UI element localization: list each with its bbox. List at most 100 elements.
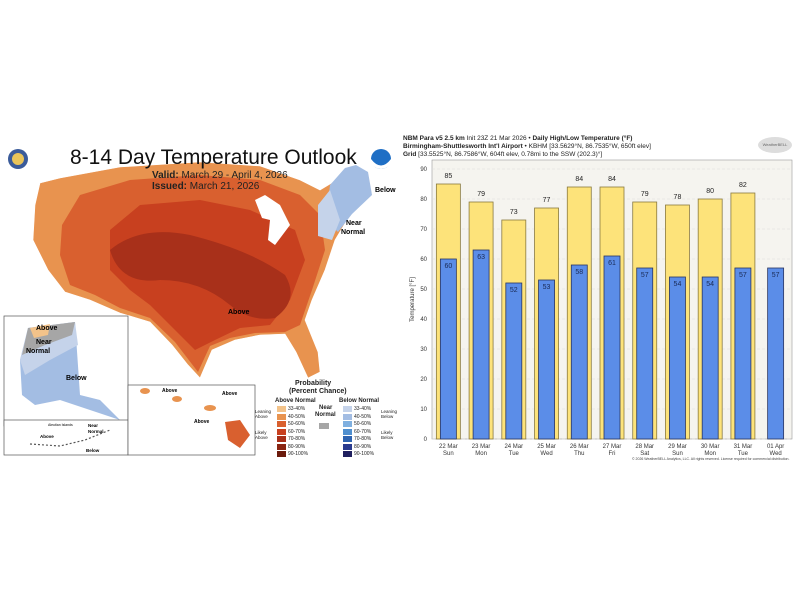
chart-header: NBM Para v5 2.5 km Init 23Z 21 Mar 2026 …: [403, 135, 651, 158]
hi-label-above-3: Above: [194, 419, 210, 425]
temperature-bar-chart: 0 10 20 30 40 50 60 70 80 90 Temperature [°F] 85 60 2…: [410, 159, 793, 457]
high-temp-label: 84: [608, 176, 616, 183]
low-temp-bar: [603, 255, 621, 440]
legend-range-below: 90-100%: [354, 451, 375, 457]
label-below: Below: [375, 187, 396, 194]
x-tick-date: 25 Mar: [537, 444, 556, 450]
y-tick-label: 30: [420, 347, 427, 353]
y-tick-label: 10: [420, 407, 427, 413]
low-temp-label: 60: [444, 263, 452, 270]
legend-swatch-below: [343, 451, 352, 457]
x-tick-weekday: Sun: [443, 451, 454, 457]
y-tick-label: 90: [420, 167, 427, 173]
copyright: © 2026 WeatherBELL Analytics, LLC. All r…: [632, 457, 790, 461]
legend-range-below: 70-80%: [354, 436, 372, 442]
low-temp-bar: [472, 249, 490, 440]
legend-swatch-below: [343, 413, 352, 420]
x-tick-date: 22 Mar: [439, 444, 458, 450]
legend-range-above: 50-60%: [288, 421, 306, 427]
hi-label-above-2: Above: [222, 391, 238, 397]
low-temp-bar: [636, 267, 654, 440]
low-temp-label: 57: [641, 272, 649, 279]
legend-near-2: Normal: [315, 412, 336, 418]
x-tick-weekday: Tue: [738, 451, 749, 457]
y-tick-label: 80: [420, 197, 427, 203]
high-temp-label: 85: [444, 173, 452, 180]
y-tick-label: 60: [420, 257, 427, 263]
valid-dates: Valid: March 29 - April 4, 2026: [152, 170, 288, 181]
aleutian-label: Aleutian Islands: [48, 423, 73, 427]
legend-swatch-above: [277, 406, 286, 412]
x-tick-weekday: Thu: [574, 451, 584, 457]
legend-range-above: 60-70%: [288, 428, 306, 435]
legend-range-above: 33-40%: [288, 406, 306, 412]
ak-label-normal: Normal: [26, 348, 50, 355]
x-tick-weekday: Sat: [640, 451, 649, 457]
noaa-logo: [371, 149, 391, 169]
x-tick-weekday: Tue: [509, 451, 520, 457]
al-label-above: Above: [40, 434, 54, 439]
legend-swatch-below: [343, 428, 352, 435]
high-temp-label: 80: [706, 188, 714, 195]
legend-swatch-above: [277, 451, 286, 457]
x-tick-weekday: Sun: [672, 451, 683, 457]
hi-label-above-1: Above: [162, 388, 178, 394]
x-tick-date: 29 Mar: [668, 444, 687, 450]
weatherbell-logo: WeatherBELL: [758, 137, 792, 153]
low-temp-label: 63: [477, 254, 485, 261]
legend-swatch-above: [277, 443, 286, 450]
x-tick-weekday: Fri: [609, 451, 616, 457]
x-tick-date: 26 Mar: [570, 444, 589, 450]
low-temp-bar: [701, 276, 719, 440]
x-tick-date: 28 Mar: [635, 444, 654, 450]
legend-likely-below: Likely Below: [381, 430, 394, 440]
legend-range-below: 60-70%: [354, 428, 372, 435]
y-tick-label: 70: [420, 227, 427, 233]
x-tick-date: 30 Mar: [701, 444, 720, 450]
x-tick-date: 01 Apr: [767, 444, 784, 450]
low-temp-bar: [505, 282, 523, 440]
x-tick-weekday: Wed: [540, 451, 552, 457]
legend-swatch-below: [343, 406, 352, 412]
x-tick-date: 31 Mar: [734, 444, 753, 450]
x-tick-weekday: Wed: [770, 451, 782, 457]
probability-legend: Probability (Percent Chance) Above Normal B…: [255, 380, 400, 460]
al-label-near: Near: [88, 423, 98, 428]
legend-swatch-above: [277, 436, 286, 442]
x-tick-date: 24 Mar: [504, 444, 523, 450]
x-tick-weekday: Mon: [475, 451, 487, 457]
legend-likely-above: Likely Above: [255, 430, 268, 440]
high-temp-label: 78: [674, 194, 682, 201]
legend-swatch-below: [343, 436, 352, 442]
low-temp-label: 52: [510, 287, 518, 294]
issued-date: Issued: March 21, 2026: [152, 181, 260, 192]
low-temp-label: 57: [739, 272, 747, 279]
y-tick-label: 0: [424, 437, 428, 443]
legend-near-1: Near: [319, 405, 333, 411]
low-temp-bar: [439, 258, 457, 440]
legend-subtitle: (Percent Chance): [289, 388, 347, 395]
x-tick-date: 23 Mar: [472, 444, 491, 450]
low-temp-bar: [570, 264, 588, 440]
label-above: Above: [228, 309, 250, 316]
legend-swatch-below: [343, 421, 352, 427]
doc-seal-logo: [8, 149, 28, 169]
alaska-inset: Above Near Normal Below Aleutian Islands…: [3, 315, 129, 456]
y-axis-label: Temperature [°F]: [410, 277, 416, 322]
y-tick-label: 20: [420, 377, 427, 383]
low-temp-label: 58: [575, 269, 583, 276]
label-near-2: Normal: [341, 229, 365, 236]
al-label-normal: Normal: [88, 429, 104, 434]
high-temp-label: 84: [575, 176, 583, 183]
legend-below-header: Below Normal: [339, 398, 380, 404]
legend-title: Probability: [295, 380, 332, 387]
high-temp-label: 82: [739, 182, 747, 189]
legend-above-header: Above Normal: [275, 398, 316, 404]
legend-range-below: 40-50%: [354, 413, 372, 420]
x-tick-date: 27 Mar: [603, 444, 622, 450]
legend-range-above: 90-100%: [288, 451, 309, 457]
conus-map: [32, 161, 373, 379]
low-temp-bar: [538, 279, 555, 440]
high-temp-label: 79: [477, 191, 485, 198]
low-temp-label: 57: [772, 272, 780, 279]
